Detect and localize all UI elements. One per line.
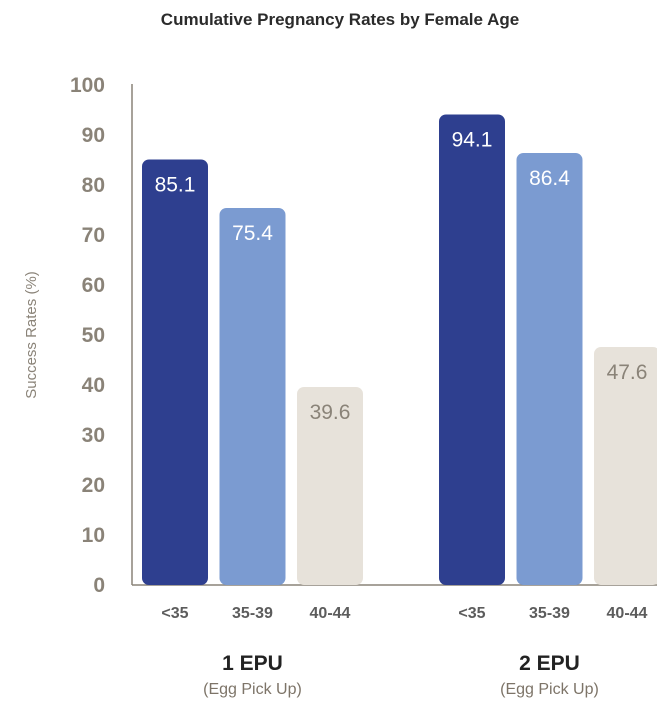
- y-tick-label: 80: [82, 174, 105, 197]
- category-label: <35: [458, 605, 485, 622]
- group-labels: 1 EPU (Egg Pick Up) 2 EPU (Egg Pick Up): [203, 652, 599, 698]
- y-tick-label: 100: [70, 74, 105, 97]
- category-label: 35-39: [232, 605, 273, 622]
- category-labels: <35 35-39 40-44 <35 35-39 40-44: [161, 605, 647, 622]
- category-label: 35-39: [529, 605, 570, 622]
- group-sublabel: (Egg Pick Up): [500, 681, 599, 698]
- group-label: 1 EPU: [222, 652, 283, 675]
- y-tick-label: 50: [82, 324, 105, 347]
- y-tick-label: 30: [82, 424, 105, 447]
- bar: [439, 114, 505, 585]
- chart-title: Cumulative Pregnancy Rates by Female Age: [161, 10, 519, 29]
- bar-value-label: 85.1: [155, 174, 196, 197]
- bars: 85.1 75.4 39.6 94.1 86.4 47.6: [142, 114, 657, 585]
- y-tick-label: 70: [82, 224, 105, 247]
- y-tick-label: 20: [82, 474, 105, 497]
- y-tick-label: 60: [82, 274, 105, 297]
- y-tick-label: 90: [82, 124, 105, 147]
- y-axis-label: Success Rates (%): [23, 271, 40, 399]
- group-label: 2 EPU: [519, 652, 580, 675]
- bar: [297, 387, 363, 585]
- group-sublabel: (Egg Pick Up): [203, 681, 302, 698]
- category-label: 40-44: [607, 605, 648, 622]
- y-tick-label: 40: [82, 374, 105, 397]
- bar-value-label: 39.6: [310, 401, 351, 424]
- bar-value-label: 75.4: [232, 222, 273, 245]
- y-tick-label: 0: [93, 574, 105, 597]
- y-ticks: 0 10 20 30 40 50 60 70 80 90 100: [70, 74, 105, 597]
- bar-value-label: 47.6: [607, 361, 648, 384]
- bar: [594, 347, 657, 585]
- category-label: <35: [161, 605, 188, 622]
- y-tick-label: 10: [82, 524, 105, 547]
- bar-value-label: 86.4: [529, 167, 570, 190]
- bar: [219, 208, 286, 585]
- bar-value-label: 94.1: [452, 129, 493, 152]
- bar: [516, 153, 583, 585]
- bar: [142, 159, 208, 585]
- category-label: 40-44: [310, 605, 351, 622]
